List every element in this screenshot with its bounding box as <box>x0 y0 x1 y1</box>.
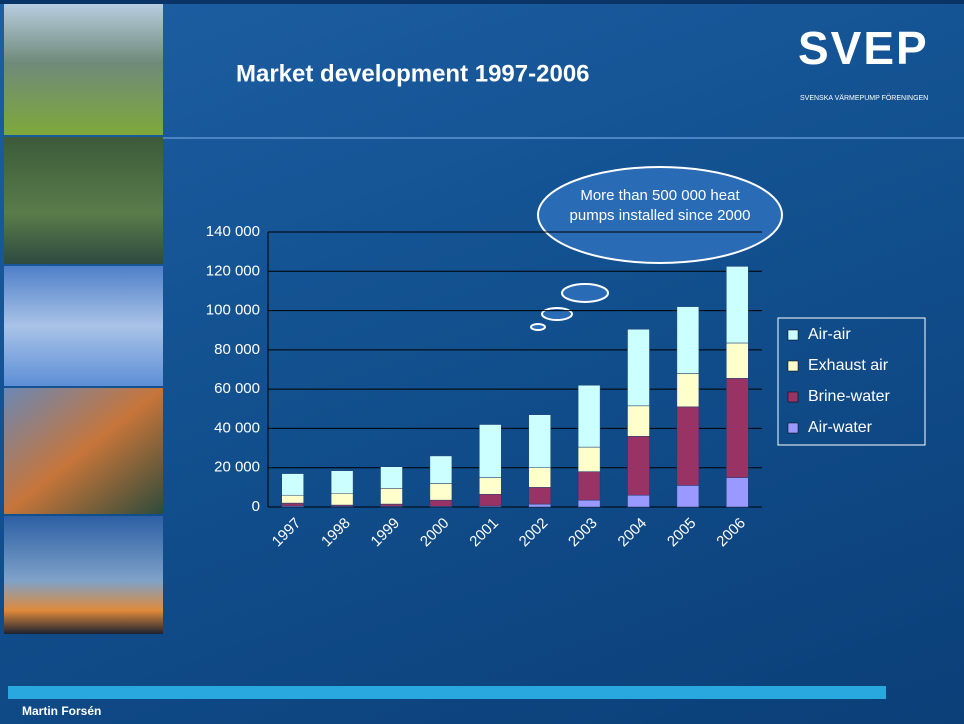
bar-segment <box>726 378 748 477</box>
y-tick-label: 100 000 <box>206 302 260 319</box>
legend-swatch <box>788 392 798 402</box>
chart-title: Market development 1997-2006 <box>236 60 590 87</box>
x-tick-label: 2001 <box>466 515 502 551</box>
bar-segment <box>628 329 650 406</box>
bar-segment <box>578 447 600 472</box>
bar-segment <box>381 504 403 506</box>
legend-swatch <box>788 423 798 433</box>
bar-segment <box>677 307 699 374</box>
bar-segment <box>628 495 650 507</box>
footer: Martin Forsén <box>22 704 101 718</box>
bar-segment <box>479 425 501 478</box>
bar-segment <box>578 385 600 447</box>
top-border <box>0 0 964 4</box>
y-tick-label: 60 000 <box>214 380 260 397</box>
bar-segment <box>726 266 748 343</box>
bar-segment <box>677 373 699 406</box>
y-tick-label: 20 000 <box>214 459 260 476</box>
bar-segment <box>529 415 551 468</box>
bar-segment <box>479 478 501 495</box>
y-tick-label: 120 000 <box>206 262 260 279</box>
photo <box>4 266 163 386</box>
bar-segment <box>282 495 304 503</box>
slide: Market development 1997-2006 SVEP SVENSK… <box>0 0 964 724</box>
bar-segment <box>381 467 403 489</box>
photo <box>4 4 163 135</box>
x-tick-label: 1997 <box>269 515 305 551</box>
y-tick-label: 40 000 <box>214 419 260 436</box>
bar-segment <box>479 494 501 506</box>
bar-segment <box>726 478 748 507</box>
x-tick-label: 1999 <box>368 515 404 551</box>
bar-segment <box>381 488 403 504</box>
bar-segment <box>430 456 452 484</box>
callout: More than 500 000 heat pumps installed s… <box>560 186 760 226</box>
legend-swatch <box>788 361 798 371</box>
photo <box>4 388 163 514</box>
photo <box>4 137 163 264</box>
legend-swatch <box>788 330 798 340</box>
bar-segment <box>282 474 304 496</box>
bar-segment <box>578 472 600 500</box>
chart: Market development 1997-2006 SVEP SVENSK… <box>0 0 964 724</box>
bar-segment <box>331 493 353 505</box>
y-tick-label: 140 000 <box>206 223 260 240</box>
footer-bar <box>8 686 886 699</box>
bar-segment <box>529 468 551 488</box>
photo <box>4 516 163 634</box>
bar-segment <box>628 406 650 436</box>
legend-label: Air-air <box>808 326 851 343</box>
bar-segment <box>430 483 452 500</box>
bar-segment <box>578 500 600 507</box>
bar-segment <box>282 503 304 506</box>
bar-segment <box>726 343 748 378</box>
y-tick-label: 80 000 <box>214 341 260 358</box>
bar-segment <box>430 500 452 506</box>
legend-label: Brine-water <box>808 388 890 405</box>
y-tick-label: 0 <box>252 498 260 515</box>
x-tick-label: 2006 <box>713 515 749 551</box>
bar-segment <box>529 487 551 504</box>
x-tick-label: 2005 <box>664 515 700 551</box>
bar-segment <box>677 485 699 507</box>
bar-segment <box>331 471 353 494</box>
x-tick-label: 2004 <box>615 515 651 551</box>
divider <box>163 137 964 139</box>
x-tick-label: 1998 <box>318 515 354 551</box>
bar-segment <box>677 407 699 486</box>
legend-label: Exhaust air <box>808 357 889 374</box>
legend-label: Air-water <box>808 419 873 436</box>
logo: SVEP <box>798 22 929 74</box>
x-tick-label: 2000 <box>417 515 453 551</box>
logo-sub: SVENSKA VÄRMEPUMP FÖRENINGEN <box>800 94 928 102</box>
bar-segment <box>529 504 551 507</box>
x-tick-label: 2002 <box>516 515 552 551</box>
x-tick-label: 2003 <box>565 515 601 551</box>
bar-segment <box>628 436 650 495</box>
